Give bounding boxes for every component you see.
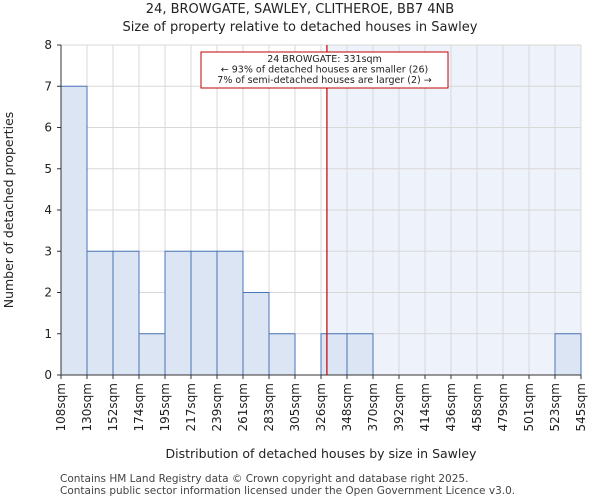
- y-tick-label: 2: [44, 286, 52, 300]
- histogram-bar: [216, 250, 244, 376]
- x-tick-label: 108sqm: [54, 383, 68, 431]
- x-tick-label: 130sqm: [80, 383, 94, 431]
- x-tick-label: 174sqm: [132, 383, 146, 431]
- x-tick-label: 152sqm: [106, 383, 120, 431]
- footer-licence: Contains public sector information licen…: [60, 485, 516, 497]
- histogram-bar: [190, 250, 218, 376]
- histogram-bar: [554, 333, 582, 376]
- x-tick-label: 392sqm: [392, 383, 406, 431]
- histogram-bar: [138, 333, 166, 376]
- histogram-chart: 0 1 2 3 4 5 6 7 8 108sqm 130sqm 152sqm 174sqm 195sqm 2…: [1, 38, 588, 461]
- x-tick-label: 195sqm: [158, 383, 172, 431]
- y-tick-label: 7: [44, 79, 52, 93]
- x-tick-label: 458sqm: [470, 383, 484, 431]
- histogram-bar: [86, 250, 114, 376]
- y-tick-label: 4: [44, 203, 52, 217]
- chart-subtitle: Size of property relative to detached ho…: [122, 20, 478, 35]
- y-tick-label: 8: [44, 38, 52, 52]
- annotation-title: 24 BROWGATE: 331sqm: [267, 54, 382, 65]
- x-tick-label: 523sqm: [548, 383, 562, 431]
- y-axis-label: Number of detached properties: [1, 112, 16, 309]
- histogram-bar: [268, 333, 296, 376]
- x-tick-label: 501sqm: [522, 383, 536, 431]
- x-tick-label: 261sqm: [236, 383, 250, 431]
- annotation-larger: 7% of semi-detached houses are larger (2…: [217, 75, 431, 86]
- x-tick-label: 414sqm: [418, 383, 432, 431]
- histogram-bar: [242, 292, 270, 376]
- x-tick-label: 326sqm: [314, 383, 328, 431]
- x-tick-label: 239sqm: [210, 383, 224, 431]
- x-tick-label: 436sqm: [444, 383, 458, 431]
- x-tick-label: 370sqm: [366, 383, 380, 431]
- y-tick-label: 6: [44, 121, 52, 135]
- x-tick-label: 545sqm: [574, 383, 588, 431]
- y-tick-label: 0: [44, 368, 52, 382]
- histogram-bar: [346, 333, 374, 376]
- y-tick-label: 3: [44, 244, 52, 258]
- x-tick-label: 305sqm: [288, 383, 302, 431]
- histogram-bar: [60, 85, 88, 376]
- y-tick-label: 5: [44, 162, 52, 176]
- annotation-box: [200, 51, 449, 89]
- histogram-bar: [164, 250, 192, 376]
- x-tick-label: 283sqm: [262, 383, 276, 431]
- x-tick-label: 479sqm: [496, 383, 510, 431]
- x-tick-label: 348sqm: [340, 383, 354, 431]
- x-tick-label: 217sqm: [184, 383, 198, 431]
- histogram-bar: [320, 333, 348, 376]
- x-axis-label: Distribution of detached houses by size …: [166, 446, 478, 461]
- footer-copyright: Contains HM Land Registry data © Crown c…: [60, 473, 469, 485]
- y-tick-label: 1: [44, 327, 52, 341]
- chart-title: 24, BROWGATE, SAWLEY, CLITHEROE, BB7 4NB: [145, 2, 455, 17]
- annotation-smaller: ← 93% of detached houses are smaller (26…: [221, 65, 428, 76]
- histogram-bar: [112, 250, 140, 376]
